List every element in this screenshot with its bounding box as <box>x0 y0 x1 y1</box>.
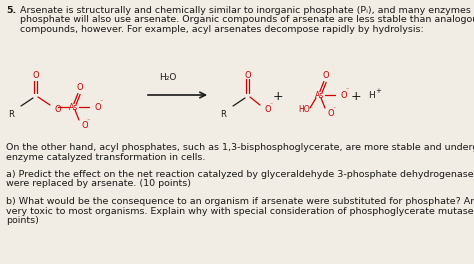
Text: compounds, however. For example, acyl arsenates decompose rapidly by hydrolysis:: compounds, however. For example, acyl ar… <box>20 25 424 34</box>
Text: R: R <box>220 110 226 119</box>
Text: O: O <box>82 120 89 130</box>
Text: As: As <box>69 102 79 111</box>
Text: O: O <box>265 105 272 114</box>
Text: H₂O: H₂O <box>159 73 177 82</box>
Text: O: O <box>328 109 335 117</box>
Text: +: + <box>273 89 283 102</box>
Text: +: + <box>375 88 381 94</box>
Text: ⁻: ⁻ <box>346 88 349 93</box>
Text: As: As <box>315 91 325 100</box>
Text: enzyme catalyzed transformation in cells.: enzyme catalyzed transformation in cells… <box>6 153 205 162</box>
Text: ⁻: ⁻ <box>270 103 273 109</box>
Text: Arsenate is structurally and chemically similar to inorganic phosphate (Pᵢ), and: Arsenate is structurally and chemically … <box>20 6 474 15</box>
Text: points): points) <box>6 216 39 225</box>
Text: O: O <box>55 105 62 114</box>
Text: were replaced by arsenate. (10 points): were replaced by arsenate. (10 points) <box>6 180 191 188</box>
Text: O: O <box>33 70 39 79</box>
Text: b) What would be the consequence to an organism if arsenate were substituted for: b) What would be the consequence to an o… <box>6 197 474 206</box>
Text: R: R <box>8 110 14 119</box>
Text: ⁻: ⁻ <box>100 101 103 106</box>
Text: O: O <box>77 82 83 92</box>
Text: phosphate will also use arsenate. Organic compounds of arsenate are less stable : phosphate will also use arsenate. Organi… <box>20 16 474 25</box>
Text: HO: HO <box>298 106 310 115</box>
Text: O: O <box>245 70 251 79</box>
Text: On the other hand, acyl phosphates, such as 1,3-bisphosphoglycerate, are more st: On the other hand, acyl phosphates, such… <box>6 143 474 152</box>
Text: ⁻: ⁻ <box>87 120 90 125</box>
Text: O: O <box>323 70 329 79</box>
Text: 5.: 5. <box>6 6 16 15</box>
Text: ⁻: ⁻ <box>333 107 336 112</box>
Text: H: H <box>368 92 375 101</box>
Text: O: O <box>95 102 101 111</box>
Text: a) Predict the effect on the net reaction catalyzed by glyceraldehyde 3-phosphat: a) Predict the effect on the net reactio… <box>6 170 474 179</box>
Text: very toxic to most organisms. Explain why with special consideration of phosphog: very toxic to most organisms. Explain wh… <box>6 206 474 215</box>
Text: O: O <box>341 91 347 100</box>
Text: +: + <box>351 89 361 102</box>
